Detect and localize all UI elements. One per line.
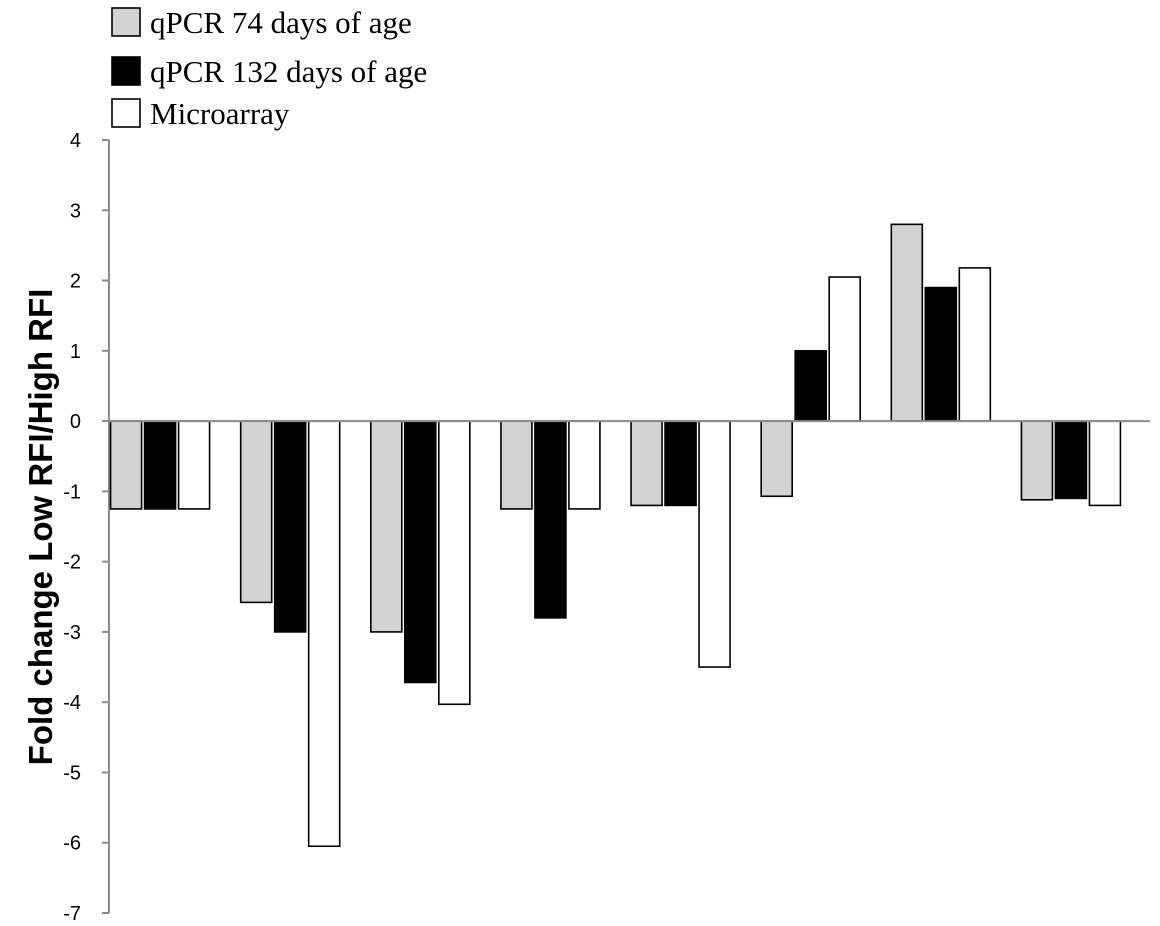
bar-3-3	[438, 420, 471, 706]
bar-3-6	[828, 276, 861, 422]
y-tick-label: -1	[63, 481, 81, 503]
bar-3-1	[177, 420, 211, 510]
bar-1-6	[760, 420, 793, 498]
bar-1-3	[370, 420, 403, 633]
y-tick-label: 3	[70, 200, 81, 222]
y-tick-label: -3	[63, 622, 81, 644]
y-tick-label: -6	[63, 833, 81, 855]
legend-swatch-2	[111, 56, 141, 86]
bar-1-2	[239, 420, 273, 604]
y-axis: 4 3 2 1 0 -1 -2 -3 -4 -5 -6 -7	[63, 130, 110, 925]
bar-2-5	[664, 420, 697, 507]
y-tick-label: -7	[63, 903, 81, 925]
legend-swatch-3	[111, 98, 141, 128]
bar-3-8	[1088, 420, 1122, 507]
bar-1-1	[109, 420, 143, 510]
bar-3-5	[698, 420, 731, 668]
bar-3-4	[568, 420, 601, 510]
y-tick-label: 0	[70, 411, 81, 433]
bar-3-2	[307, 420, 341, 848]
bars	[109, 223, 1122, 848]
bar-2-8	[1054, 420, 1088, 500]
bar-1-5	[630, 420, 663, 507]
y-tick-label: 4	[70, 130, 81, 152]
y-tick-label: -2	[63, 552, 81, 574]
bar-1-8	[1020, 420, 1054, 501]
y-tick-label: -5	[63, 762, 81, 784]
bar-2-3	[404, 420, 437, 684]
bar-1-4	[500, 420, 533, 510]
y-tick-label: -4	[63, 692, 81, 714]
legend-swatch-1	[111, 7, 141, 37]
y-tick-label: 1	[70, 341, 81, 363]
y-axis-title: Fold change Low RFI/High RFI	[22, 289, 59, 766]
bar-1-7	[890, 223, 924, 422]
legend-label-2: qPCR 132 days of age	[150, 54, 427, 89]
legend: qPCR 74 days of age qPCR 132 days of age M…	[111, 5, 427, 131]
y-tick-label: 2	[70, 271, 81, 293]
bar-2-2	[273, 420, 307, 633]
bar-2-7	[924, 286, 958, 422]
legend-label-3: Microarray	[150, 96, 290, 131]
bar-2-6	[794, 350, 827, 422]
bar-3-7	[958, 267, 992, 422]
legend-label-1: qPCR 74 days of age	[150, 5, 412, 40]
bar-2-1	[143, 420, 177, 510]
bar-2-4	[534, 420, 567, 619]
